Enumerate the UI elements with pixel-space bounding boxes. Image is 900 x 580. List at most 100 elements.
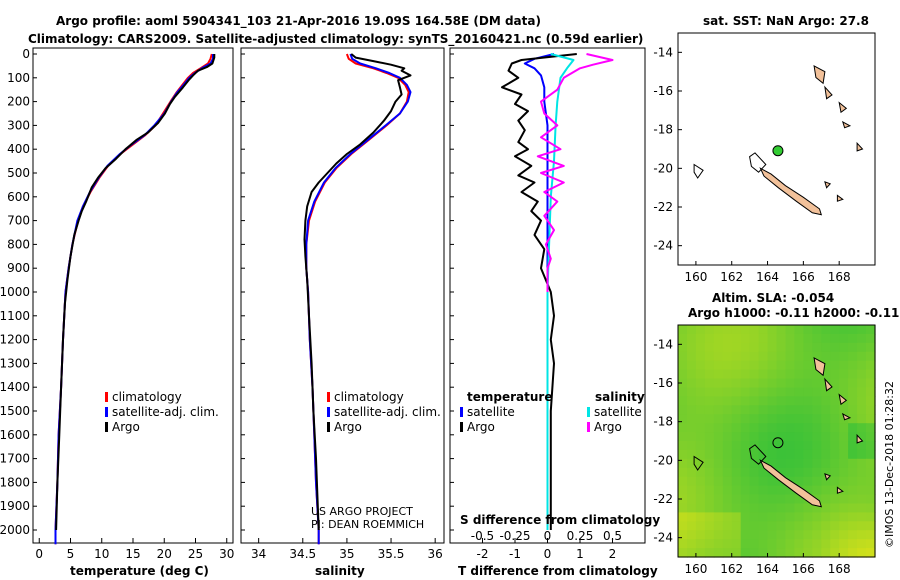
sla-heat-cell <box>839 405 849 415</box>
sla-heat-cell <box>794 378 804 388</box>
sla-heat-cell <box>857 333 867 344</box>
sla-heat-cell <box>704 467 715 478</box>
map-y-tick-label: -18 <box>653 123 673 137</box>
sla-heat-cell <box>821 530 831 540</box>
sla-heat-cell <box>812 530 822 540</box>
sla-heat-cell <box>740 485 751 496</box>
map-y-tick-label: -16 <box>653 84 673 98</box>
sla-heat-cell <box>731 530 742 540</box>
x-tick-label: 20 <box>157 547 172 561</box>
sla-heat-cell <box>839 467 849 478</box>
sla-heat-cell <box>848 423 858 433</box>
x-tick-label: 30 <box>219 547 234 561</box>
sla-heat-cell <box>776 333 787 344</box>
sla-heat-cell <box>839 458 849 469</box>
x-tick-label: 0 <box>35 547 43 561</box>
sla-heat-cell <box>749 494 760 504</box>
sla-heat-cell <box>866 396 876 406</box>
series-line-argo <box>303 53 412 531</box>
sla-heat-cell <box>803 333 813 344</box>
sla-heat-cell <box>704 342 715 353</box>
sla-heat-cell <box>722 414 733 424</box>
sla-heat-cell <box>830 342 840 353</box>
sla-heat-cell <box>830 387 840 397</box>
sla-heat-cell <box>687 360 697 371</box>
sla-heat-cell <box>857 414 867 424</box>
sla-heat-cell <box>678 325 688 335</box>
sla-heat-cell <box>678 423 688 433</box>
reef-outline <box>693 455 704 471</box>
sla-heat-cell <box>821 441 831 451</box>
sla-heat-cell <box>704 396 715 406</box>
legend-label-satellite: satellite-adj. clim. <box>334 405 441 419</box>
sla-heat-cell <box>866 369 876 380</box>
sla-heat-cell <box>812 458 822 469</box>
sla-heat-cell <box>695 494 706 504</box>
series-line-salinity-satellite <box>546 53 575 530</box>
sla-heat-cell <box>731 485 742 496</box>
sla-heat-cell <box>678 476 688 487</box>
loyalty-island <box>836 194 844 202</box>
sla-heat-cell <box>722 360 733 371</box>
x-tick-label: 0 <box>544 547 552 561</box>
sla-heat-cell <box>731 432 742 442</box>
sla-heat-cell <box>695 476 706 487</box>
depth-tick-label: 1200 <box>0 333 30 347</box>
sla-heat-cell <box>767 414 778 424</box>
depth-tick-label: 1700 <box>0 452 30 466</box>
sla-heat-cell <box>812 503 822 513</box>
sla-heat-cell <box>866 405 876 415</box>
vanuatu-island <box>841 120 852 129</box>
depth-tick-label: 1600 <box>0 428 30 442</box>
temperature-series <box>54 53 216 545</box>
sla-heat-cell <box>866 494 876 504</box>
series-line-temperature-argo <box>501 53 577 530</box>
sla-heat-cell <box>830 530 840 540</box>
sla-heat-cell <box>866 503 876 513</box>
sla-heat-cell <box>839 521 849 531</box>
sla-heat-cell <box>749 414 760 424</box>
sla-heat-cell <box>713 378 724 388</box>
sla-heat-cell <box>839 351 849 362</box>
sla-heat-cell <box>749 432 760 442</box>
temperature-x-axis: 0 5 10 15 20 25 30 <box>35 538 234 561</box>
sla-heat-cell <box>722 325 733 335</box>
legend-swatch-argo <box>327 422 330 432</box>
sla-heat-cell <box>803 485 813 496</box>
sla-heat-cell <box>740 548 751 558</box>
map-x-tick-label: 164 <box>756 270 779 284</box>
sla-heat-cell <box>776 512 787 522</box>
sla-heat-cell <box>812 405 822 415</box>
sla-heat-cell <box>794 369 804 380</box>
sla-heat-cell <box>776 485 787 496</box>
title-line-1: Argo profile: aoml 5904341_103 21-Apr-20… <box>56 14 541 29</box>
sla-heat-cell <box>812 467 822 478</box>
depth-axis: 0 100 200 300 400 500 600 700 800 900 1000 1100 1200… <box>0 47 454 537</box>
sla-heat-cell <box>722 485 733 496</box>
sla-heat-cell <box>713 387 724 397</box>
s-diff-tick-label: -0.5 <box>471 529 494 543</box>
sla-heat-cell <box>839 423 849 433</box>
sla-heat-cell <box>776 405 787 415</box>
sla-heat-cell <box>687 548 697 558</box>
sla-heat-cell <box>749 467 760 478</box>
vanuatu-island <box>813 64 826 85</box>
depth-tick-label: 200 <box>7 95 30 109</box>
sla-heat-cell <box>803 449 813 460</box>
title-line-2: Climatology: CARS2009. Satellite-adjuste… <box>28 32 643 47</box>
series-line-temperature-satellite <box>523 53 555 530</box>
depth-tick-label: 2000 <box>0 523 30 537</box>
sla-heat-cell <box>749 351 760 362</box>
vanuatu-island <box>824 377 833 392</box>
sla-heat-cell <box>803 530 813 540</box>
sla-heat-cell <box>848 378 858 388</box>
sla-heat-cell <box>740 423 751 433</box>
sla-heat-cell <box>794 333 804 344</box>
sla-heat-cell <box>785 325 796 335</box>
sla-heat-cell <box>794 476 804 487</box>
sla-heat-cell <box>678 414 688 424</box>
sla-heat-cell <box>758 467 769 478</box>
sla-heat-cell <box>866 423 876 433</box>
sla-heat-cell <box>740 503 751 513</box>
sla-heat-cell <box>794 325 804 335</box>
